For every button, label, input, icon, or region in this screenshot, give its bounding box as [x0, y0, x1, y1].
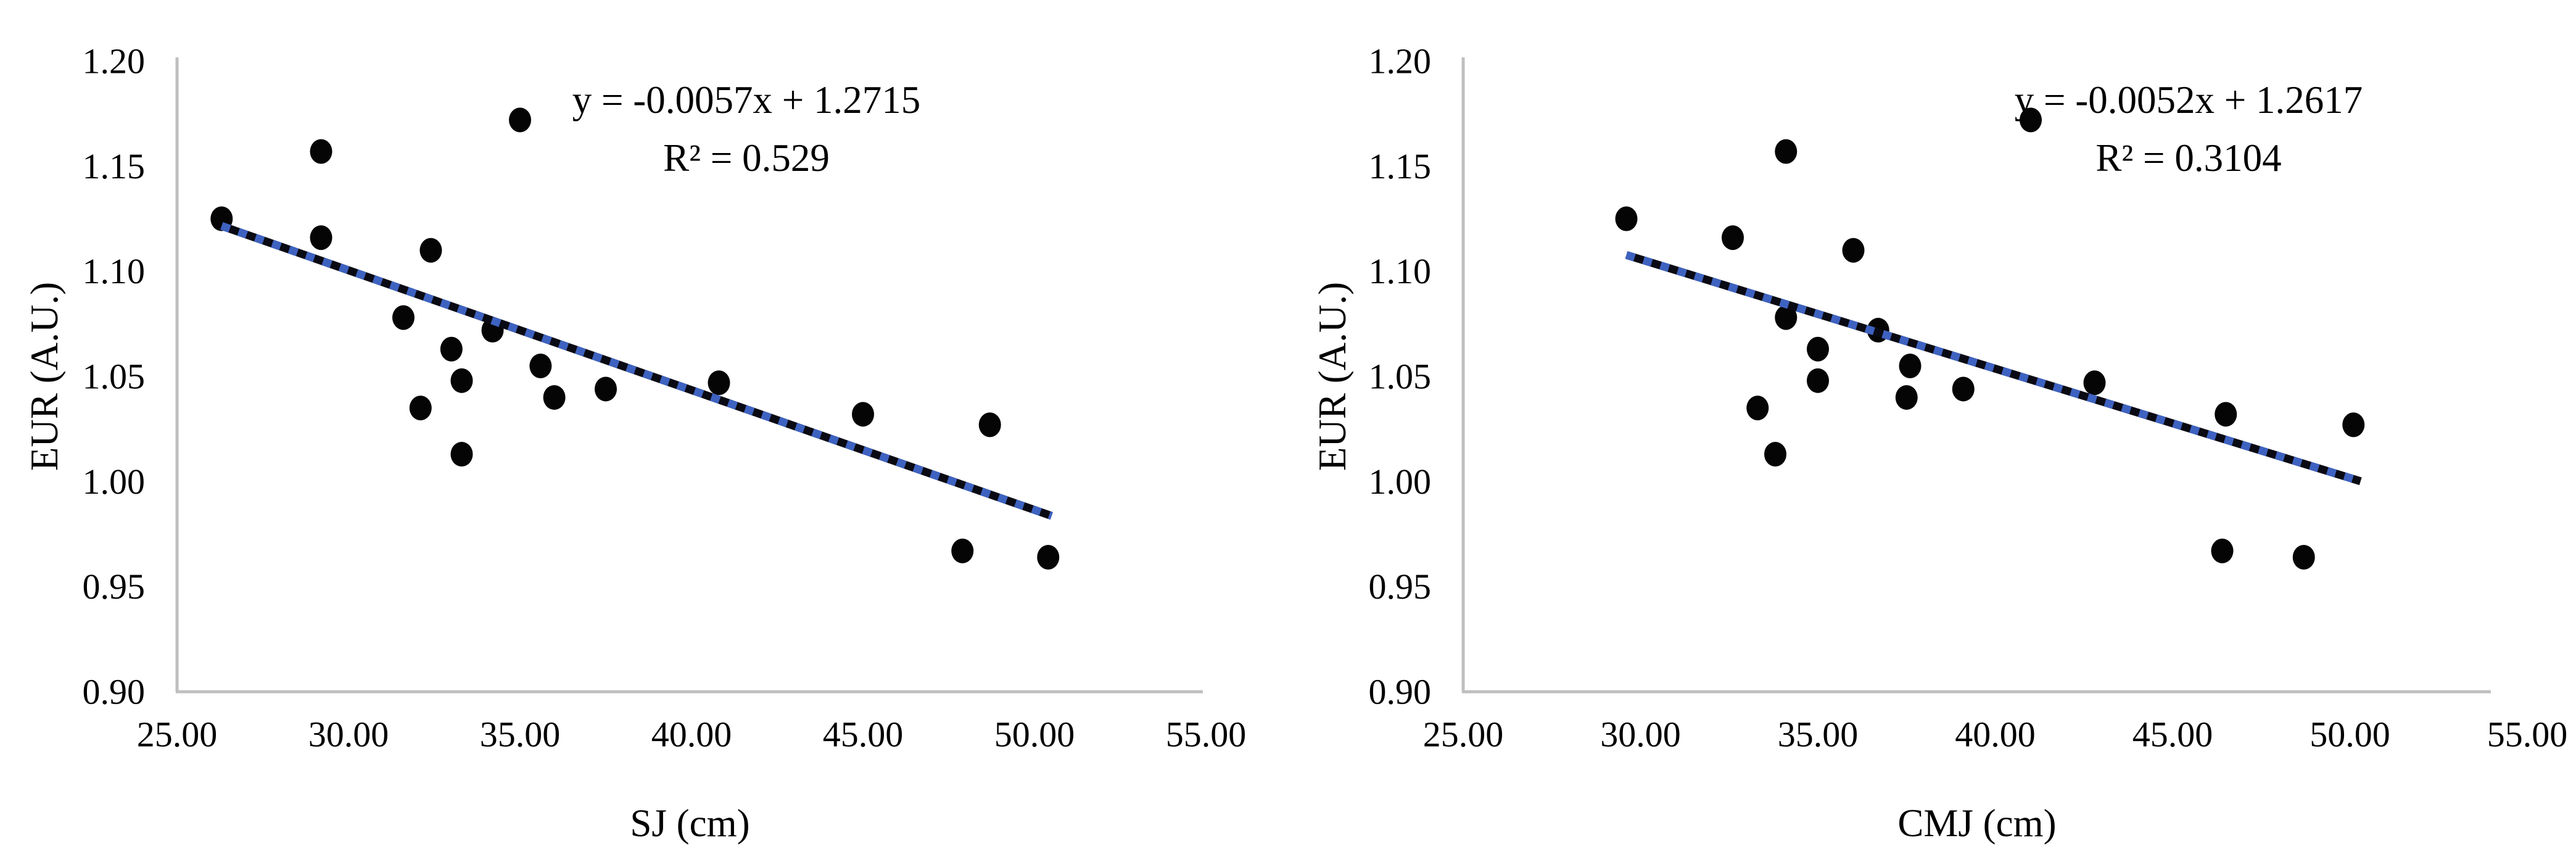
data-point [1037, 544, 1060, 570]
y-tick-label: 1.10 [1369, 251, 1432, 291]
data-point [595, 376, 617, 402]
y-tick-label: 1.10 [83, 251, 146, 291]
trendline-equation-label: y = -0.0052x + 1.2617 [2015, 78, 2363, 122]
data-point [2342, 412, 2365, 438]
x-tick-label: 35.00 [1778, 715, 1859, 755]
x-tick-label: 45.00 [823, 715, 904, 755]
trendline-dashes [220, 222, 1053, 520]
data-point [1775, 139, 1798, 164]
r-squared-label: R² = 0.3104 [2095, 136, 2281, 180]
data-point [310, 225, 332, 251]
trendline-equation-label: y = -0.0057x + 1.2715 [572, 78, 921, 122]
trendline-dashes [1625, 251, 2362, 486]
x-tick-label: 55.00 [2487, 715, 2568, 755]
data-point [2292, 544, 2315, 570]
data-point [1842, 238, 1865, 263]
data-point [509, 107, 531, 133]
data-points [1615, 107, 2365, 570]
x-tick-label: 45.00 [2132, 715, 2213, 755]
y-tick-label: 1.15 [83, 146, 146, 186]
y-tick-label: 1.00 [1369, 462, 1432, 502]
data-point [1775, 305, 1798, 330]
data-point [409, 396, 432, 421]
y-tick-label: 1.00 [83, 462, 146, 502]
x-tick-label: 50.00 [994, 715, 1075, 755]
data-point [2083, 370, 2106, 396]
data-point [1899, 353, 1922, 378]
data-point [978, 412, 1001, 438]
data-point [1807, 368, 1829, 393]
x-tick-label: 25.00 [1423, 715, 1504, 755]
y-tick-label: 0.90 [83, 672, 146, 712]
x-axis-title: SJ (cm) [630, 802, 749, 845]
y-tick-label: 1.05 [83, 357, 146, 397]
data-point [951, 538, 974, 563]
r-squared-label: R² = 0.529 [663, 136, 830, 180]
y-axis-title: EUR (A.U.) [23, 282, 66, 471]
data-point [1615, 206, 1638, 231]
x-tick-label: 25.00 [137, 715, 218, 755]
data-point [529, 353, 552, 378]
data-point [708, 370, 730, 396]
data-point [1807, 336, 1829, 362]
data-point [440, 336, 463, 362]
data-point [2215, 402, 2237, 427]
y-axis-title: EUR (A.U.) [1311, 282, 1354, 471]
data-point [1764, 442, 1786, 467]
data-point [1895, 385, 1918, 410]
data-point [1746, 396, 1769, 421]
y-tick-label: 0.95 [1369, 566, 1432, 607]
data-points [210, 107, 1060, 570]
x-tick-label: 35.00 [480, 715, 561, 755]
data-point [310, 139, 332, 164]
y-tick-label: 0.90 [1369, 672, 1432, 712]
data-point [2211, 538, 2234, 563]
y-tick-label: 1.15 [1369, 146, 1432, 186]
data-point [543, 385, 566, 410]
data-point [2020, 107, 2042, 133]
data-point [852, 402, 874, 427]
data-point [419, 238, 442, 263]
x-tick-label: 40.00 [1955, 715, 2036, 755]
x-tick-label: 55.00 [1166, 715, 1247, 755]
x-tick-label: 50.00 [2310, 715, 2390, 755]
y-tick-label: 0.95 [83, 566, 146, 607]
y-tick-label: 1.20 [1369, 41, 1432, 81]
cmj-scatter-chart: 1.20 1.15 1.10 1.05 1.00 0.95 0.90 25.00 30.00 35… [1288, 0, 2576, 859]
x-tick-label: 30.00 [1600, 715, 1681, 755]
data-point [450, 368, 473, 393]
x-tick-label: 40.00 [651, 715, 732, 755]
x-tick-label: 30.00 [308, 715, 389, 755]
y-tick-label: 1.20 [83, 41, 146, 81]
data-point [1722, 225, 1744, 251]
data-point [1952, 376, 1975, 402]
y-tick-label: 1.05 [1369, 357, 1432, 397]
data-point [450, 442, 473, 467]
x-axis-title: CMJ (cm) [1897, 802, 2056, 845]
sj-scatter-chart: 1.20 1.15 1.10 1.05 1.00 0.95 0.90 25.00 30.00 35… [23, 41, 1247, 845]
data-point [392, 305, 415, 330]
